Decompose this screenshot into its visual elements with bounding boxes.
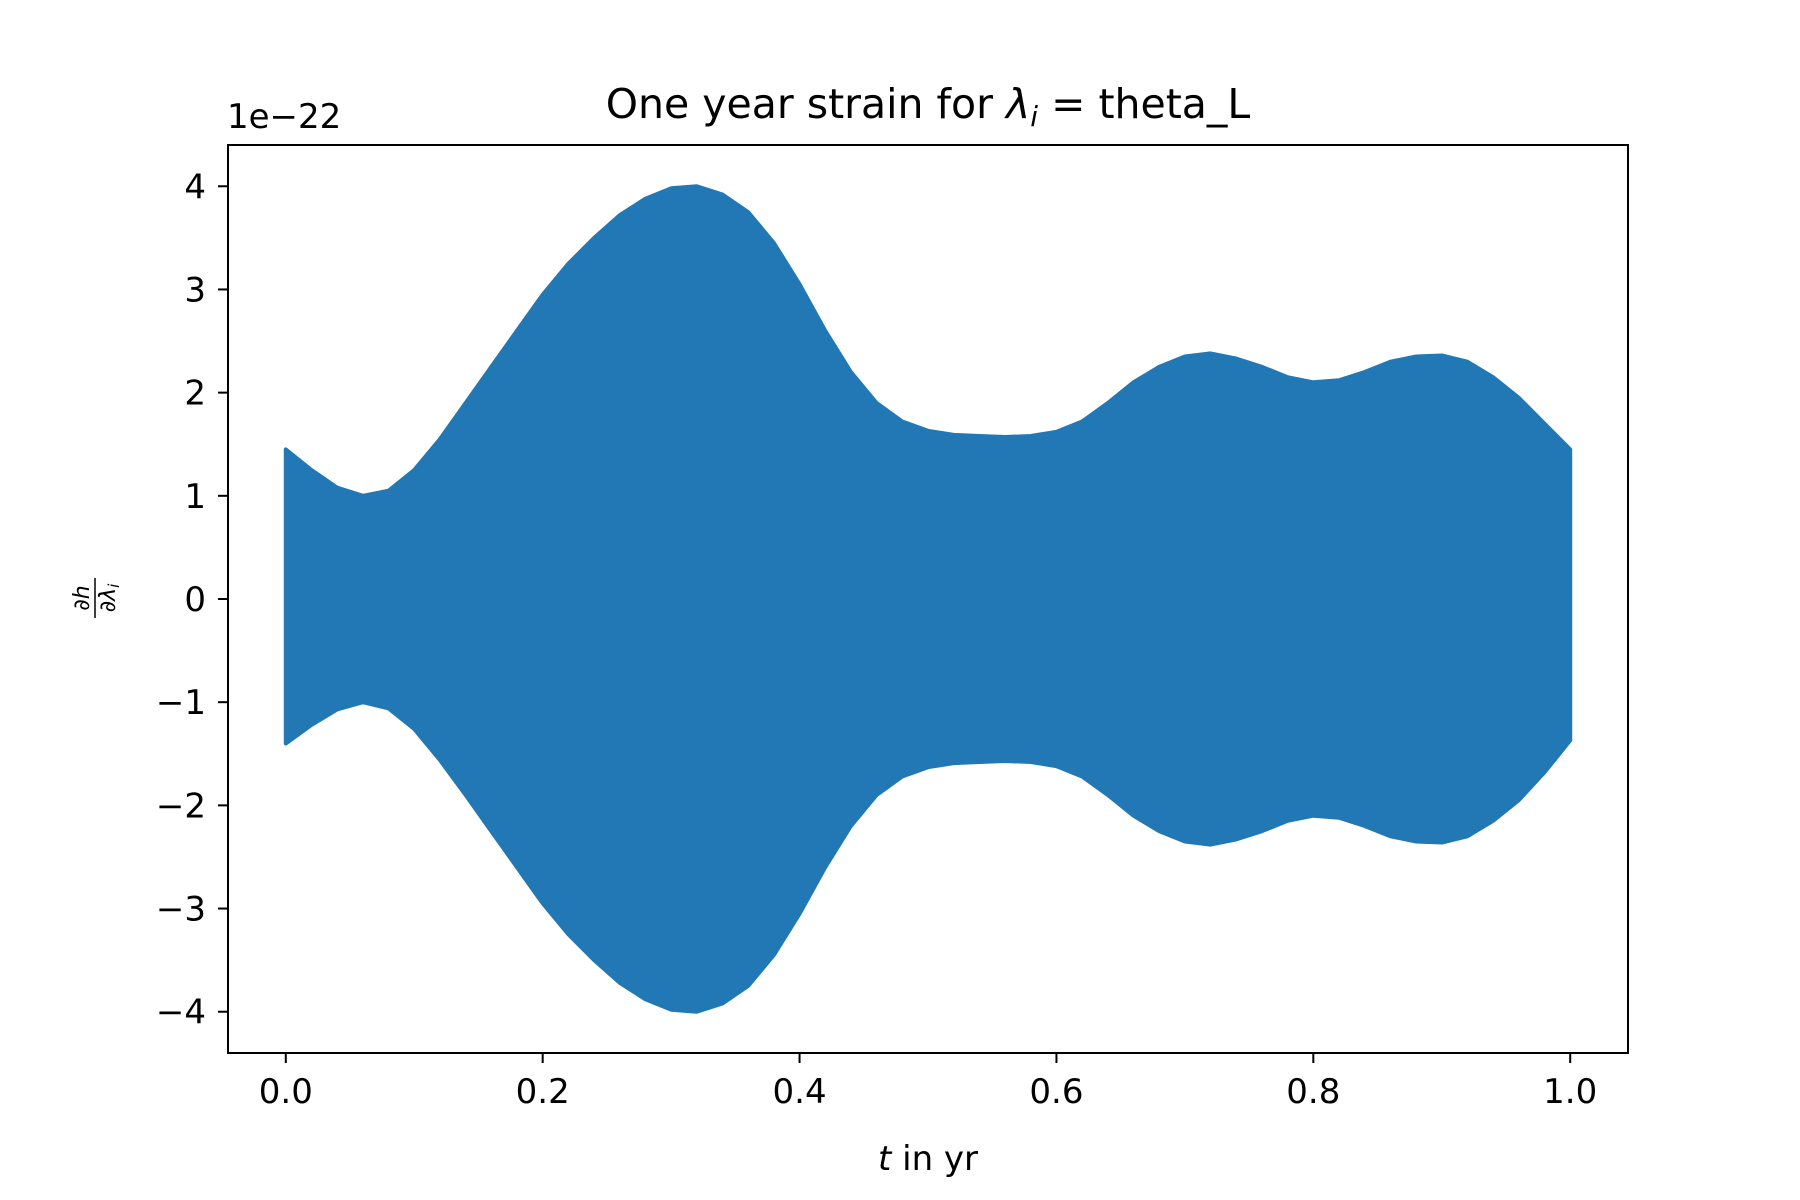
y-tick-label: 3: [184, 270, 206, 310]
y-tick-label: 4: [184, 167, 206, 207]
x-tick-label: 0.4: [773, 1072, 827, 1112]
y-axis-label: ∂h ∂λi: [70, 578, 123, 618]
strain-envelope-area: [283, 184, 1573, 1014]
x-tick-label: 0.8: [1286, 1072, 1340, 1112]
y-axis-label-denominator: ∂λi: [96, 583, 123, 612]
x-axis-label: t in yr: [878, 1139, 978, 1179]
y-tick-label: −1: [156, 683, 206, 723]
y-tick-label: 0: [184, 580, 206, 620]
x-tick-label: 0.2: [516, 1072, 570, 1112]
y-offset-text: 1e−22: [227, 97, 341, 137]
chart-title: One year strain for λi = theta_L: [606, 80, 1251, 133]
y-tick-label: 1: [184, 477, 206, 517]
y-tick-label: −4: [156, 993, 206, 1033]
y-tick-label: 2: [184, 374, 206, 414]
y-axis: 4 3 2 1 0 −1 −2 −3 −4: [156, 167, 228, 1033]
x-axis: 0.0 0.2 0.4 0.6 0.8 1.0: [259, 1053, 1597, 1112]
y-axis-label-numerator: ∂h: [70, 585, 95, 610]
x-tick-label: 0.0: [259, 1072, 313, 1112]
x-tick-label: 0.6: [1029, 1072, 1083, 1112]
y-tick-label: −2: [156, 786, 206, 826]
y-tick-label: −3: [156, 890, 206, 930]
x-tick-label: 1.0: [1543, 1072, 1597, 1112]
